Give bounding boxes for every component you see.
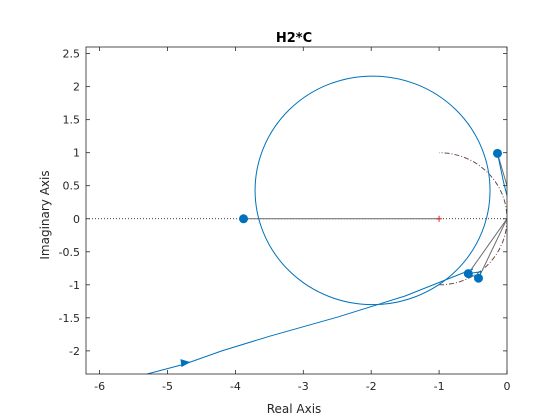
y-axis-label: Imaginary Axis <box>38 170 52 259</box>
plot-area <box>86 75 507 374</box>
y-tick-label: 0 <box>73 213 80 226</box>
y-tick-label: 2 <box>73 81 80 94</box>
x-tick-label: -6 <box>94 380 105 393</box>
nyquist-loop-curve <box>254 75 491 306</box>
nyquist-marker-2 <box>239 214 249 224</box>
nyquist-marker-1 <box>492 148 502 158</box>
y-tick-label: -0.5 <box>59 246 80 259</box>
chord-line-3 <box>467 218 507 274</box>
y-tick-label: -1.5 <box>59 312 80 325</box>
direction-arrow-1 <box>180 359 191 368</box>
x-tick-label: -4 <box>230 380 241 393</box>
x-tick-label: -1 <box>434 380 445 393</box>
chart-title: H2*C <box>276 31 312 46</box>
chord-line-4 <box>478 218 507 279</box>
x-tick-label: -2 <box>366 380 377 393</box>
x-tick-label: 0 <box>504 380 511 393</box>
plot-content <box>86 75 507 374</box>
axes-box <box>85 46 508 375</box>
y-tick-label: 1.5 <box>63 114 81 127</box>
nyquist-marker-4 <box>473 273 483 283</box>
y-tick-label: -2 <box>69 345 80 358</box>
nyquist-marker-3 <box>463 269 473 279</box>
axes: -6 -5 -4 -3 -2 -1 0 -2 -1.5 -1 -0.5 0 0.5 1 1.5 2 2.5 <box>59 46 511 393</box>
y-tick-label: 0.5 <box>63 180 81 193</box>
x-tick-label: -5 <box>162 380 173 393</box>
x-axis-label: Real Axis <box>267 402 322 416</box>
x-tick-label: -3 <box>298 380 309 393</box>
y-tick-label: -1 <box>69 279 80 292</box>
y-tick-label: 1 <box>73 147 80 160</box>
nyquist-upper-segment <box>497 153 507 196</box>
y-tick-label: 2.5 <box>63 48 81 61</box>
